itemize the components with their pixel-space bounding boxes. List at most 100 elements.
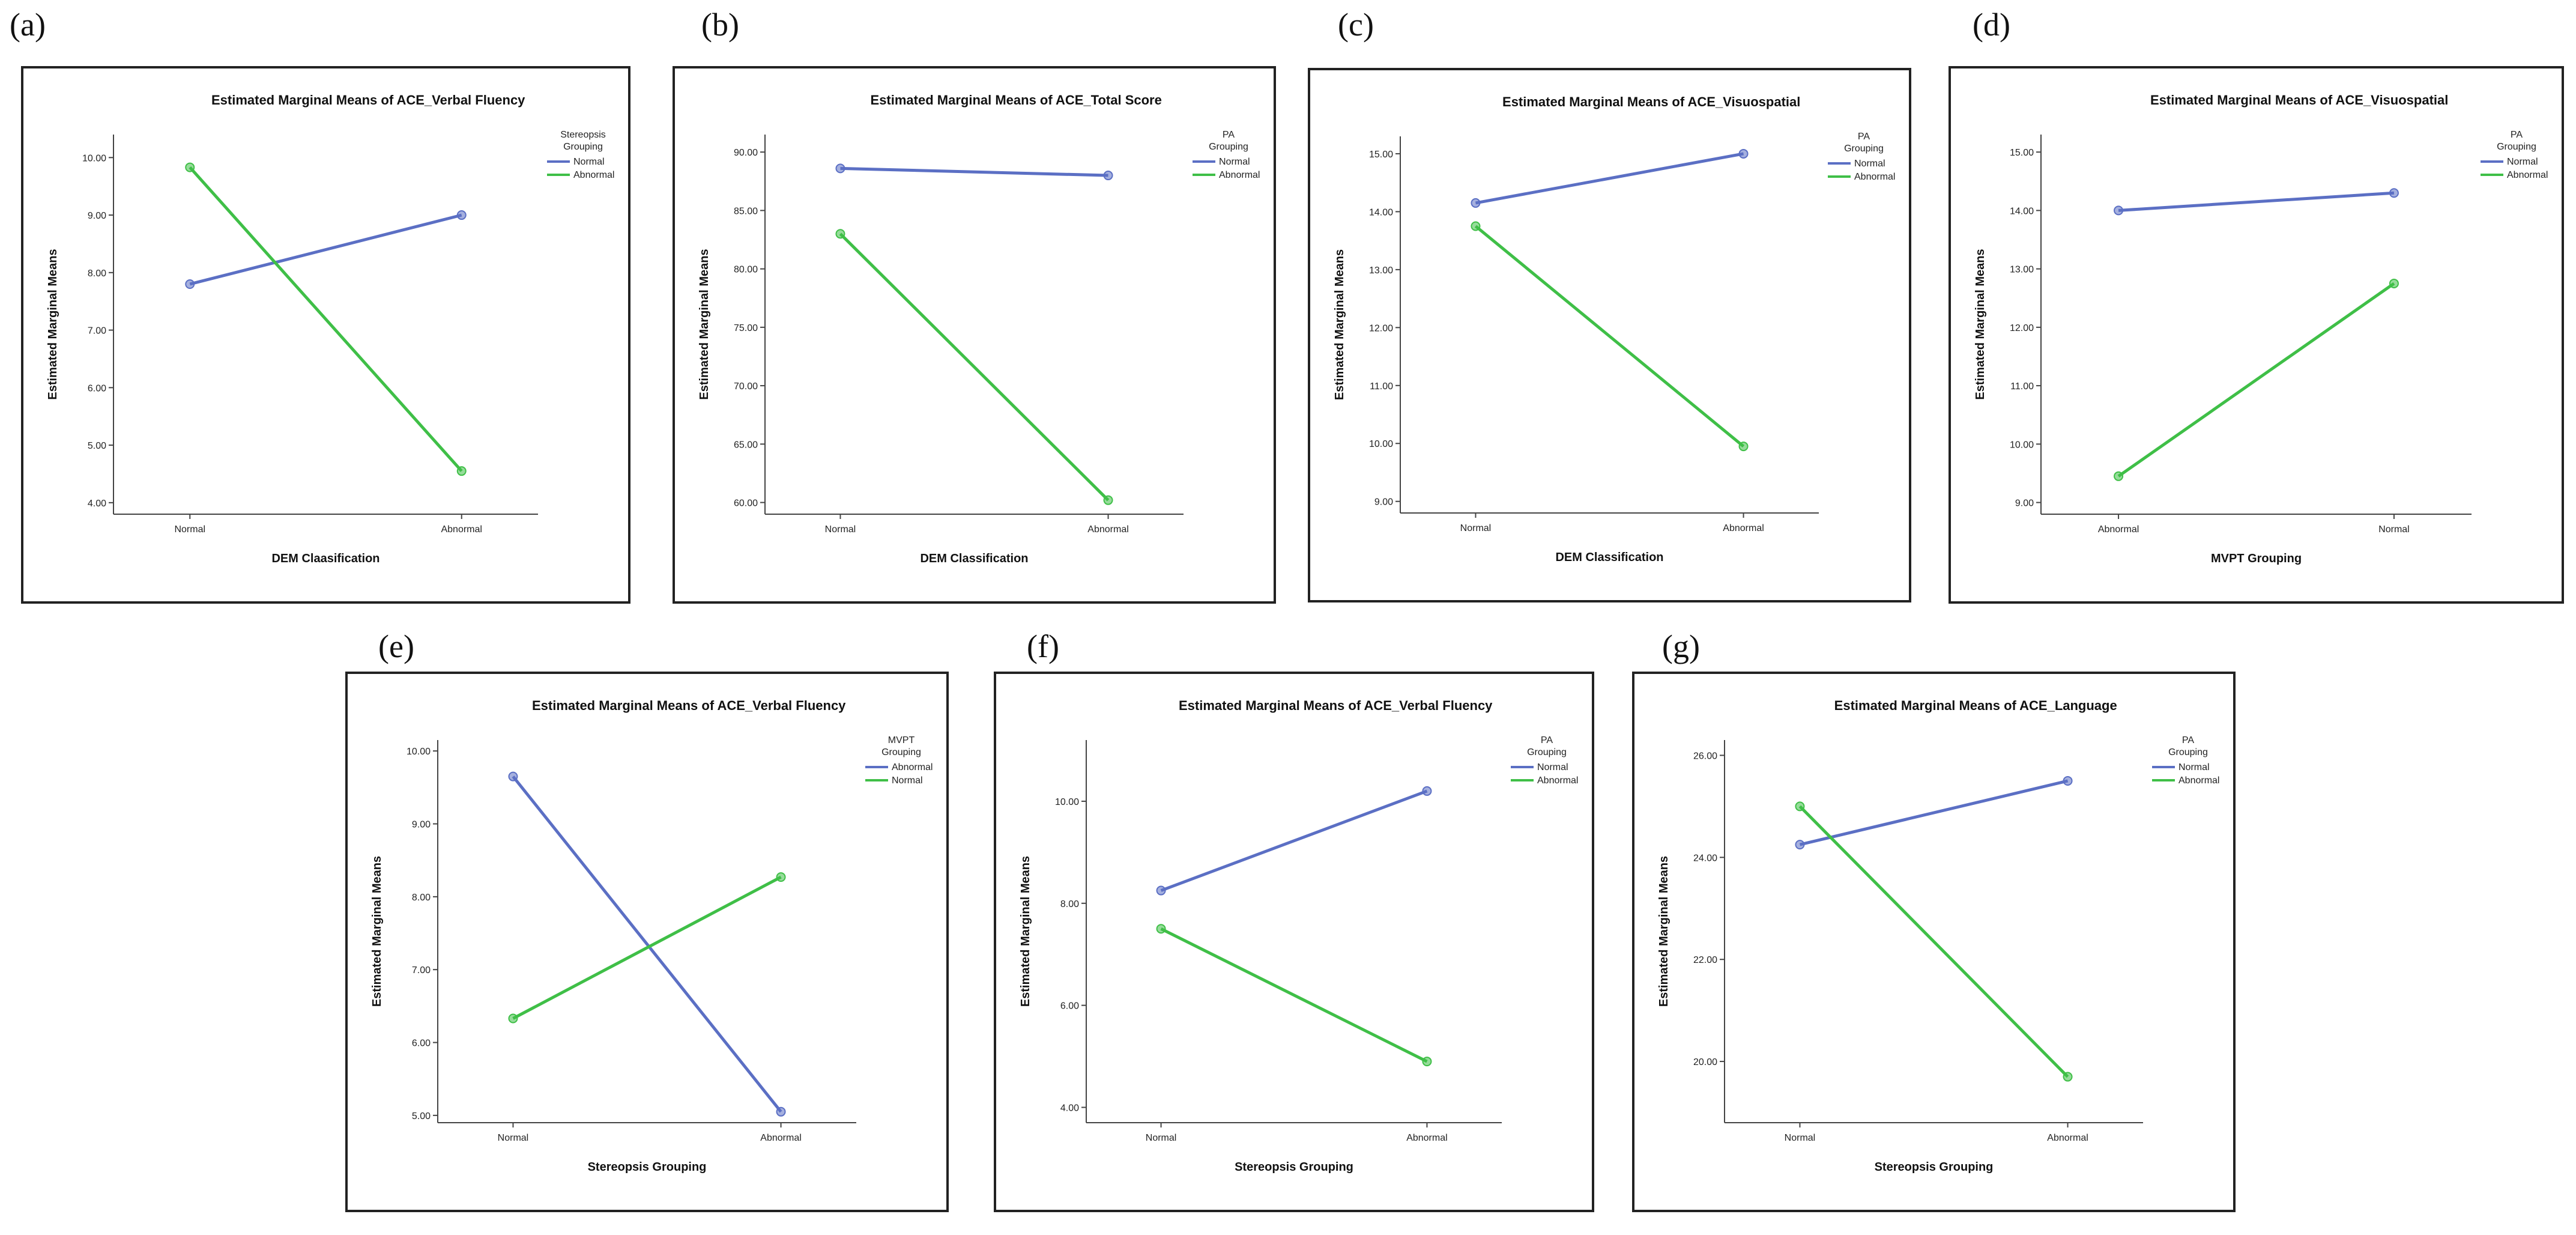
data-point xyxy=(1422,786,1432,796)
legend-title: Stereopsis xyxy=(560,130,606,140)
data-point xyxy=(2389,278,2399,288)
legend-title: Grouping xyxy=(881,747,921,757)
legend-label: Abnormal xyxy=(2178,775,2219,786)
y-tick-label: 24.00 xyxy=(1693,853,1717,863)
legend-title: PA xyxy=(1858,132,1870,142)
chart-panel-c: Estimated Marginal Means of ACE_Visuospa… xyxy=(1308,68,1911,602)
data-point xyxy=(1422,1057,1432,1067)
legend-title: PA xyxy=(1223,130,1235,140)
chart-panel-e: Estimated Marginal Means of ACE_Verbal F… xyxy=(345,672,949,1212)
y-tick-label: 80.00 xyxy=(734,265,758,275)
x-axis-label: DEM Classification xyxy=(1555,551,1663,564)
chart-title: Estimated Marginal Means of ACE_Verbal F… xyxy=(532,698,846,713)
legend-title: MVPT xyxy=(888,735,915,745)
series-line-abnormal xyxy=(512,775,782,1113)
data-point xyxy=(508,771,518,781)
data-point xyxy=(835,163,845,174)
chart-svg: Estimated Marginal Means of ACE_Verbal F… xyxy=(370,698,933,1174)
series-line-normal xyxy=(1799,779,2069,846)
legend-title: Grouping xyxy=(2168,747,2208,757)
chart-svg: Estimated Marginal Means of ACE_Verbal F… xyxy=(1019,698,1578,1174)
chart-title: Estimated Marginal Means of ACE_Total Sc… xyxy=(871,93,1162,108)
x-tick-label: Abnormal xyxy=(760,1133,801,1143)
y-tick-label: 12.00 xyxy=(2010,323,2034,333)
data-point xyxy=(1738,148,1749,159)
series-line-normal xyxy=(512,875,782,1020)
y-tick-label: 85.00 xyxy=(734,206,758,216)
data-point xyxy=(456,466,467,476)
x-tick-label: Normal xyxy=(498,1133,529,1143)
legend-title: PA xyxy=(2182,735,2194,745)
y-tick-label: 14.00 xyxy=(1369,207,1393,217)
y-tick-label: 8.00 xyxy=(412,893,431,903)
panel-label-d: (d) xyxy=(1973,7,2010,43)
y-tick-label: 65.00 xyxy=(734,440,758,450)
y-tick-label: 11.00 xyxy=(1370,381,1393,392)
data-point xyxy=(1795,840,1805,850)
y-tick-label: 4.00 xyxy=(88,499,106,509)
y-tick-label: 5.00 xyxy=(88,441,106,451)
x-axis-label: MVPT Grouping xyxy=(2211,552,2302,565)
series-line-normal xyxy=(1475,152,1744,205)
y-tick-label: 75.00 xyxy=(734,323,758,333)
legend-title: Grouping xyxy=(563,142,603,152)
chart-svg: Estimated Marginal Means of ACE_Visuospa… xyxy=(1333,94,1895,564)
data-point xyxy=(835,229,845,239)
legend-title: Grouping xyxy=(1209,142,1248,152)
y-tick-label: 9.00 xyxy=(412,820,431,830)
series-line-normal xyxy=(1160,789,1428,892)
y-tick-label: 7.00 xyxy=(412,965,431,976)
chart-panel-f: Estimated Marginal Means of ACE_Verbal F… xyxy=(994,672,1594,1212)
x-axis-label: Stereopsis Grouping xyxy=(1235,1161,1353,1174)
legend-label: Normal xyxy=(1219,157,1250,167)
data-point xyxy=(1738,442,1749,452)
y-axis-label: Estimated Marginal Means xyxy=(1657,856,1670,1007)
y-tick-label: 13.00 xyxy=(2010,265,2034,275)
y-tick-label: 4.00 xyxy=(1060,1103,1079,1114)
x-tick-label: Abnormal xyxy=(2098,524,2139,535)
y-tick-label: 70.00 xyxy=(734,381,758,392)
x-tick-label: Abnormal xyxy=(1406,1133,1447,1143)
legend-label: Abnormal xyxy=(1219,170,1260,180)
y-tick-label: 9.00 xyxy=(88,211,106,221)
data-point xyxy=(1471,198,1481,208)
legend-title: PA xyxy=(2511,130,2523,140)
chart-title: Estimated Marginal Means of ACE_Verbal F… xyxy=(211,93,525,108)
series-line-abnormal xyxy=(1798,805,2069,1078)
chart-title: Estimated Marginal Means of ACE_Visuospa… xyxy=(1502,94,1800,109)
series-line-abnormal xyxy=(839,232,1110,502)
chart-title: Estimated Marginal Means of ACE_Language xyxy=(1834,698,2117,713)
legend-label: Normal xyxy=(1854,159,1885,169)
legend-label: Abnormal xyxy=(2507,170,2548,180)
y-tick-label: 15.00 xyxy=(1369,150,1393,160)
data-point xyxy=(1156,885,1166,896)
y-tick-label: 26.00 xyxy=(1693,751,1717,761)
legend-title: PA xyxy=(1541,735,1553,745)
data-point xyxy=(2114,471,2124,481)
series-line-normal xyxy=(840,166,1108,177)
data-point xyxy=(456,210,467,220)
chart-panel-g: Estimated Marginal Means of ACE_Language… xyxy=(1632,672,2236,1212)
y-tick-label: 10.00 xyxy=(82,153,106,163)
y-tick-label: 15.00 xyxy=(2010,148,2034,158)
legend-label: Abnormal xyxy=(892,762,933,772)
panel-label-c: (c) xyxy=(1338,7,1374,43)
panel-label-a: (a) xyxy=(10,7,46,43)
data-point xyxy=(185,279,195,289)
data-point xyxy=(2063,775,2073,786)
x-tick-label: Normal xyxy=(1785,1133,1816,1143)
y-tick-label: 8.00 xyxy=(88,269,106,279)
data-point xyxy=(185,162,195,172)
x-tick-label: Normal xyxy=(1460,523,1492,533)
x-axis-label: Stereopsis Grouping xyxy=(588,1161,707,1174)
chart-title: Estimated Marginal Means of ACE_Verbal F… xyxy=(1179,698,1493,713)
y-tick-label: 6.00 xyxy=(412,1039,431,1049)
series-line-normal xyxy=(189,213,462,286)
y-tick-label: 7.00 xyxy=(88,326,106,336)
chart-svg: Estimated Marginal Means of ACE_Total Sc… xyxy=(698,93,1260,565)
y-tick-label: 10.00 xyxy=(1055,797,1079,807)
legend-title: Grouping xyxy=(2497,142,2536,152)
y-tick-label: 90.00 xyxy=(734,148,758,158)
x-tick-label: Normal xyxy=(2378,524,2410,535)
x-tick-label: Normal xyxy=(1146,1133,1177,1143)
